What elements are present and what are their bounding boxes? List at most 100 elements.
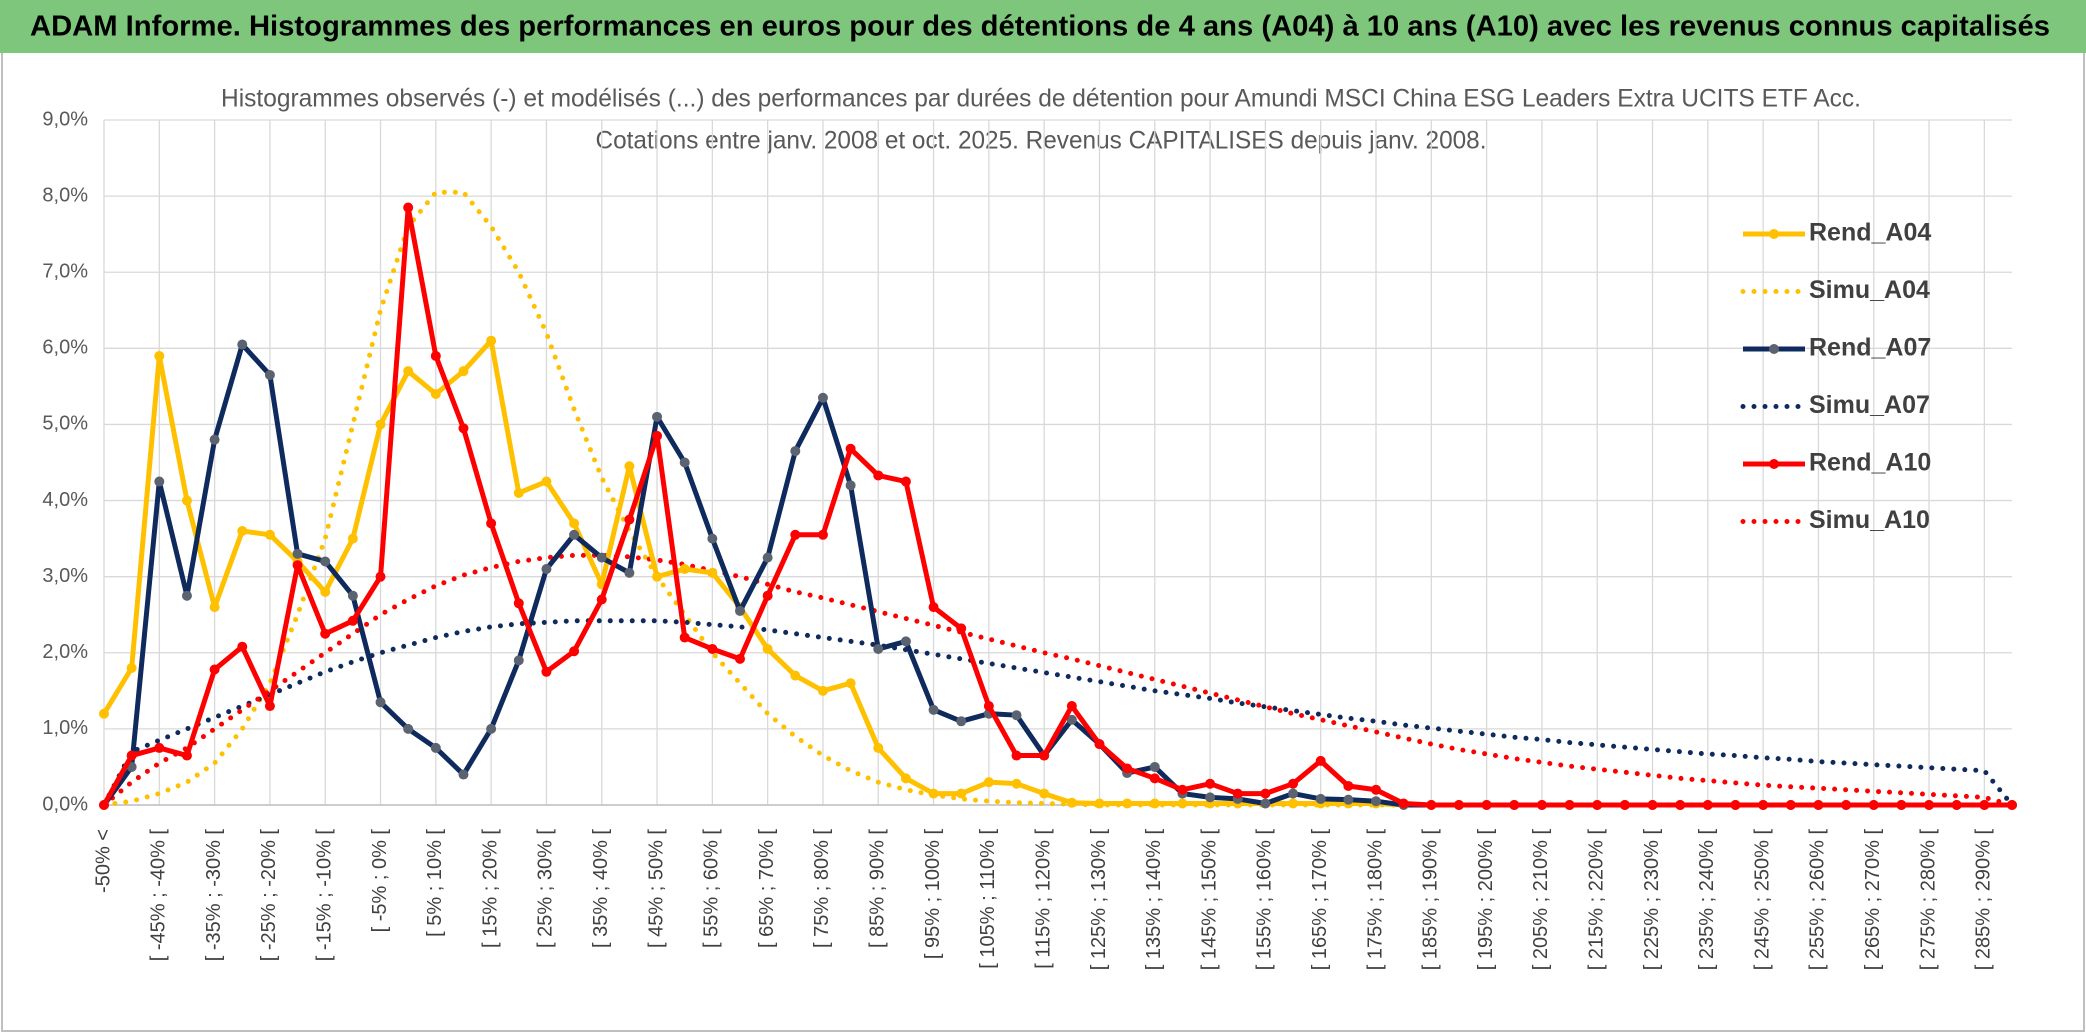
data-point	[375, 419, 386, 430]
data-point	[679, 564, 690, 575]
data-point	[1288, 788, 1299, 799]
y-tick-label: 8,0%	[42, 184, 88, 206]
data-point	[1426, 800, 1437, 810]
x-tick-label: [ 235% ; 240% [	[1696, 829, 1718, 971]
data-point	[983, 701, 994, 712]
data-point	[790, 446, 801, 457]
data-point	[375, 697, 386, 708]
data-point	[873, 470, 884, 481]
x-tick-label: [ 45% ; 50% [	[645, 829, 667, 948]
data-point	[458, 423, 469, 434]
x-tick-label: [ 55% ; 60% [	[701, 829, 723, 948]
x-tick-label: [ -35% ; -30% [	[203, 829, 225, 962]
data-point	[1730, 800, 1741, 810]
data-point	[735, 653, 745, 664]
data-point	[541, 476, 552, 487]
data-point	[707, 533, 718, 544]
x-tick-label: [ 35% ; 40% [	[590, 829, 612, 948]
x-tick-label: [ 115% ; 120% [	[1032, 829, 1054, 969]
data-point	[1066, 701, 1077, 712]
data-point	[569, 529, 580, 540]
data-point	[1122, 763, 1133, 774]
x-tick-label: [ 165% ; 170% [	[1309, 829, 1331, 971]
data-point	[1509, 800, 1520, 810]
data-point	[458, 769, 469, 780]
data-point	[735, 605, 745, 616]
y-tick-label: 5,0%	[42, 413, 88, 435]
data-point	[1453, 800, 1464, 810]
x-tick-label: [ 185% ; 190% [	[1420, 829, 1442, 971]
data-point	[181, 750, 192, 761]
data-point	[845, 443, 856, 454]
data-point	[513, 487, 524, 498]
data-point	[1592, 800, 1603, 810]
y-tick-label: 4,0%	[42, 489, 88, 511]
data-point	[347, 533, 358, 544]
data-point	[1841, 800, 1852, 810]
y-tick-label: 1,0%	[42, 717, 88, 739]
x-tick-label: [ 245% ; 250% [	[1751, 829, 1773, 971]
data-point	[154, 742, 165, 753]
x-tick-label: [ 125% ; 130% [	[1088, 829, 1110, 971]
data-point	[928, 704, 939, 715]
legend-marker	[1769, 459, 1779, 469]
data-point	[1177, 798, 1188, 809]
data-point	[1315, 755, 1326, 766]
legend-label: Rend_A04	[1809, 219, 1931, 247]
data-point	[237, 526, 248, 536]
data-point	[762, 552, 773, 563]
data-point	[237, 339, 248, 350]
data-point	[347, 615, 358, 626]
data-point	[652, 411, 663, 422]
legend-label: Rend_A10	[1809, 449, 1931, 477]
data-point	[264, 701, 275, 712]
data-point	[569, 518, 580, 529]
y-tick-label: 7,0%	[42, 261, 88, 283]
data-point	[900, 476, 911, 487]
x-tick-label: [ -25% ; -20% [	[258, 829, 280, 962]
x-tick-label: [ 265% ; 270% [	[1862, 829, 1884, 971]
data-point	[1371, 784, 1381, 795]
data-point	[320, 556, 331, 567]
data-point	[1260, 788, 1271, 799]
data-point	[430, 350, 441, 361]
data-point	[1039, 750, 1050, 761]
data-point	[513, 655, 524, 666]
data-point	[1647, 800, 1658, 810]
x-tick-label: [ 205% ; 210% [	[1530, 829, 1552, 971]
x-tick-label: [ 225% ; 230% [	[1641, 829, 1663, 971]
data-point	[1039, 788, 1050, 799]
data-point	[790, 670, 801, 681]
data-point	[403, 366, 414, 377]
data-point	[209, 602, 220, 613]
x-tick-label: [ 215% ; 220% [	[1585, 829, 1607, 971]
header-title: ADAM Informe. Histogrammes des performan…	[30, 11, 2050, 43]
series-line	[101, 618, 2015, 808]
x-tick-label: [ 285% ; 290% [	[1973, 829, 1995, 971]
data-point	[956, 623, 967, 634]
series-line	[101, 205, 2012, 808]
data-point	[1343, 780, 1354, 791]
data-point	[762, 590, 773, 601]
data-point	[900, 773, 911, 784]
x-tick-label: [ -5% ; 0% [	[369, 829, 391, 933]
data-point	[320, 628, 331, 639]
x-tick-label: [ 275% ; 280% [	[1917, 829, 1939, 971]
series-line	[101, 189, 2015, 808]
x-tick-label: [ 15% ; 20% [	[479, 829, 501, 948]
x-tick-label: [ 95% ; 100% [	[922, 829, 944, 960]
data-point	[1260, 798, 1271, 809]
series-line	[101, 552, 2015, 808]
data-point	[873, 742, 884, 753]
data-point	[1011, 710, 1022, 721]
data-point	[320, 586, 331, 597]
data-point	[1205, 792, 1216, 803]
data-point	[679, 457, 690, 468]
data-point	[624, 461, 635, 472]
data-point	[1536, 800, 1547, 810]
data-point	[403, 202, 414, 213]
data-point	[1896, 800, 1907, 810]
chart-subtitle: Histogrammes observés (-) et modélisés (…	[221, 85, 1861, 113]
data-point	[154, 476, 165, 487]
